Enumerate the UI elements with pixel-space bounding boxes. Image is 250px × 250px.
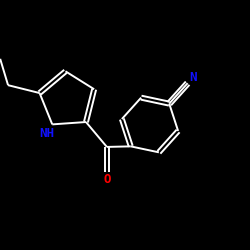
Text: O: O	[103, 174, 110, 186]
Text: N: N	[189, 71, 196, 84]
Text: NH: NH	[39, 128, 54, 140]
